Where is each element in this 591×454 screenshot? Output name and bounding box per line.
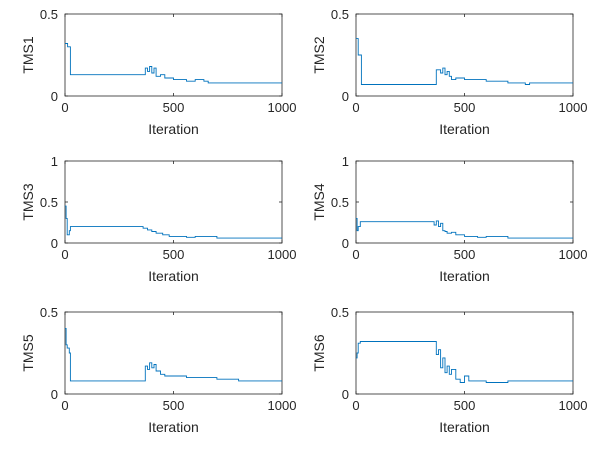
subplot-4: 0 500 1000 0 0.5 1 Iteration TMS4 [311, 154, 587, 284]
x-tick-label: 500 [454, 247, 476, 262]
x-axis-label: Iteration [439, 268, 490, 284]
x-tick-label: 0 [61, 247, 68, 262]
subplot-2: 0 500 1000 0 0.5 Iteration TMS2 [311, 7, 587, 137]
x-tick-label: 0 [61, 398, 68, 413]
y-tick-label: 0.5 [40, 195, 58, 210]
y-tick-label: 1 [51, 154, 58, 169]
subplot-5: 0 500 1000 0 0.5 Iteration TMS5 [20, 305, 296, 435]
x-tick-label: 500 [454, 100, 476, 115]
series-line [356, 217, 573, 239]
x-tick-label: 1000 [268, 100, 297, 115]
series-line [356, 341, 573, 383]
y-axis-label: TMS4 [311, 183, 327, 221]
x-axis-label: Iteration [148, 121, 199, 137]
y-axis-label: TMS5 [20, 334, 36, 372]
y-tick-label: 0 [51, 236, 58, 251]
series-line [65, 205, 282, 239]
axes-box [64, 311, 283, 395]
y-tick-label: 0 [342, 387, 349, 402]
axes-box [64, 13, 283, 97]
y-axis-label: TMS6 [311, 334, 327, 372]
y-tick-label: 0 [51, 89, 58, 104]
y-tick-label: 0 [342, 89, 349, 104]
x-tick-label: 500 [163, 100, 185, 115]
y-axis-label: TMS1 [20, 36, 36, 74]
subplot-6: 0 500 1000 0 0.5 Iteration TMS6 [311, 305, 587, 435]
x-axis-label: Iteration [148, 419, 199, 435]
x-tick-label: 1000 [559, 398, 588, 413]
x-tick-label: 1000 [268, 247, 297, 262]
x-tick-label: 1000 [559, 247, 588, 262]
y-tick-label: 0.5 [331, 305, 349, 320]
y-tick-label: 0 [342, 236, 349, 251]
x-tick-label: 500 [163, 398, 185, 413]
x-tick-label: 0 [61, 100, 68, 115]
x-tick-label: 1000 [559, 100, 588, 115]
axes-box [355, 160, 574, 244]
x-tick-label: 0 [352, 398, 359, 413]
y-tick-label: 0.5 [331, 195, 349, 210]
axes-box [64, 160, 283, 244]
series-line [65, 327, 282, 382]
x-axis-label: Iteration [439, 419, 490, 435]
y-tick-label: 0.5 [40, 305, 58, 320]
x-axis-label: Iteration [439, 121, 490, 137]
subplot-3: 0 500 1000 0 0.5 1 Iteration TMS3 [20, 154, 296, 284]
subplot-1: 0 500 1000 0 0.5 Iteration TMS1 [20, 7, 296, 137]
x-tick-label: 1000 [268, 398, 297, 413]
y-axis-label: TMS3 [20, 183, 36, 221]
x-tick-label: 0 [352, 247, 359, 262]
x-tick-label: 0 [352, 100, 359, 115]
y-tick-label: 0.5 [331, 7, 349, 22]
x-axis-label: Iteration [148, 268, 199, 284]
y-tick-label: 1 [342, 154, 349, 169]
y-tick-label: 0 [51, 387, 58, 402]
series-line [65, 43, 282, 84]
x-tick-label: 500 [163, 247, 185, 262]
axes-box [355, 13, 574, 97]
series-line [356, 38, 573, 85]
y-tick-label: 0.5 [40, 7, 58, 22]
y-axis-label: TMS2 [311, 36, 327, 74]
x-tick-label: 500 [454, 398, 476, 413]
